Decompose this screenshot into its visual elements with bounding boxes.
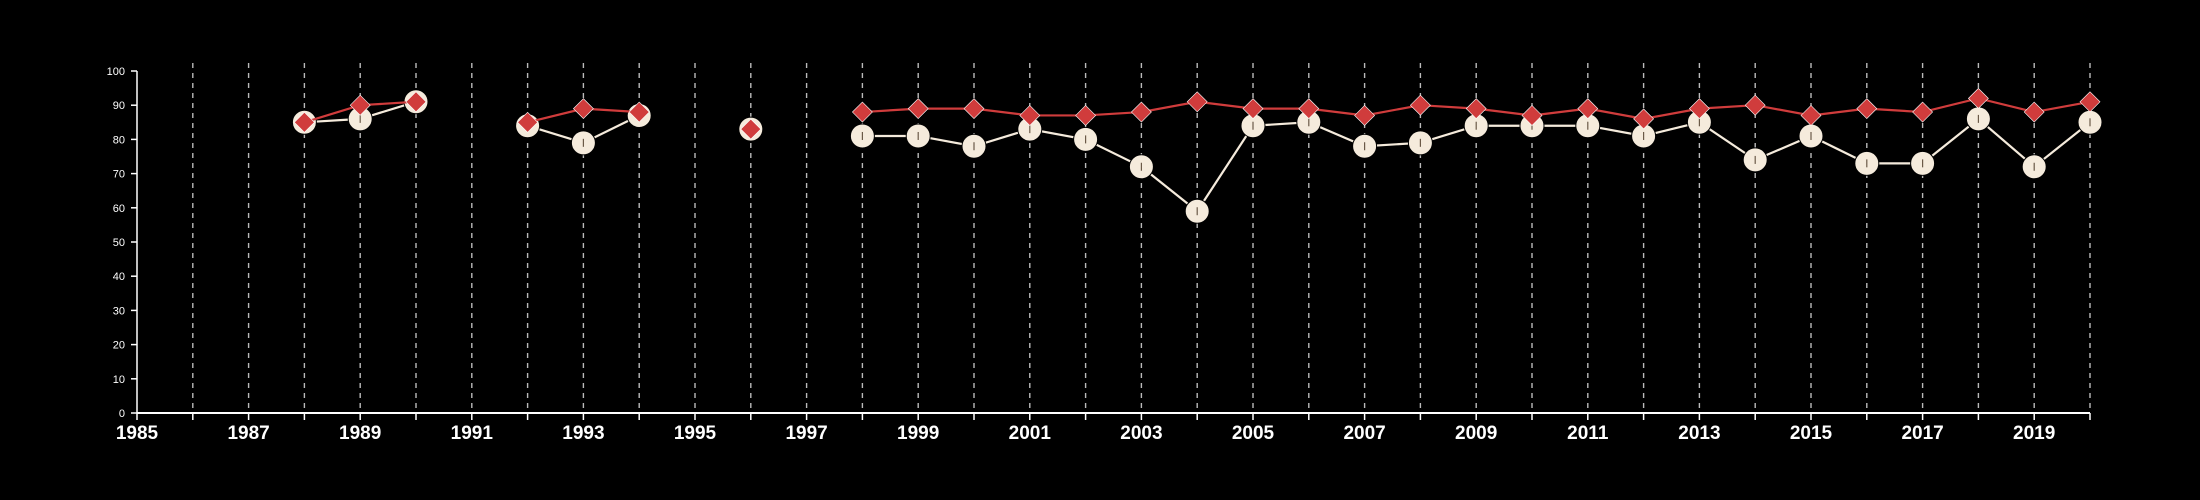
x-tick-label: 1997 (785, 423, 827, 444)
data-point-diamond (1186, 91, 1208, 113)
x-tick-label: 2007 (1343, 423, 1385, 444)
data-point-diamond (1633, 108, 1655, 130)
data-point-diamond (1856, 98, 1878, 120)
data-point-diamond (405, 91, 427, 113)
data-point-diamond (851, 101, 873, 123)
y-tick-label: 70 (113, 169, 125, 181)
y-tick-label: 30 (113, 305, 125, 317)
x-tick-label: 1993 (562, 423, 604, 444)
x-tick-label: 2005 (1232, 423, 1275, 444)
data-point-diamond (2023, 101, 2045, 123)
data-point-diamond (628, 101, 650, 123)
y-tick-label: 100 (107, 66, 125, 78)
data-point-diamond (1019, 105, 1041, 126)
data-point-diamond (1800, 105, 1822, 126)
x-tick-label: 1991 (451, 423, 494, 444)
x-tick-label: 1985 (116, 423, 159, 444)
x-tick-label: 2019 (2013, 423, 2055, 444)
y-tick-label: 60 (113, 203, 125, 215)
data-point-diamond (1242, 98, 1264, 120)
x-tick-label: 2013 (1678, 423, 1720, 444)
y-tick-label: 0 (119, 408, 125, 420)
data-point-diamond (1354, 105, 1376, 126)
y-tick-label: 50 (113, 237, 125, 249)
data-point-diamond (349, 94, 371, 116)
data-point-diamond (1298, 98, 1320, 120)
x-tick-label: 2017 (1901, 423, 1943, 444)
data-point-diamond (1967, 87, 1989, 109)
y-tick-label: 20 (113, 340, 125, 352)
x-tick-label: 2009 (1455, 423, 1497, 444)
y-tick-label: 10 (113, 374, 125, 386)
x-tick-label: 2011 (1567, 423, 1609, 444)
y-tick-label: 40 (113, 271, 125, 283)
x-tick-label: 1995 (674, 423, 717, 444)
data-point-diamond (1409, 94, 1431, 116)
data-point-diamond (517, 111, 539, 133)
data-point-diamond (963, 98, 985, 120)
data-point-diamond (1688, 98, 1710, 120)
series-layer (291, 87, 2103, 224)
data-point-diamond (293, 111, 315, 133)
data-point-diamond (740, 118, 762, 140)
data-point-diamond (1130, 101, 1152, 123)
data-point-diamond (2079, 91, 2101, 113)
grid-layer (192, 63, 2091, 413)
data-point-diamond (1577, 98, 1599, 120)
x-tick-label: 1989 (339, 423, 381, 444)
data-point-diamond (572, 98, 594, 120)
y-tick-label: 90 (113, 100, 125, 112)
x-tick-label: 2001 (1009, 423, 1052, 444)
data-point-diamond (1465, 98, 1487, 120)
data-point-diamond (1912, 101, 1934, 123)
data-point-diamond (1075, 105, 1097, 126)
data-point-diamond (1521, 105, 1543, 126)
axis-layer: 0 10 20 30 40 50 60 70 80 90 100 1985 1987 1989 1991 19… (107, 66, 2091, 444)
data-point-diamond (907, 98, 929, 120)
series-diamond (293, 87, 2101, 140)
x-tick-label: 2003 (1120, 423, 1162, 444)
y-tick-label: 80 (113, 134, 125, 146)
x-tick-label: 1999 (897, 423, 939, 444)
x-tick-label: 2015 (1790, 423, 1833, 444)
data-point-diamond (1744, 94, 1766, 116)
x-tick-label: 1987 (227, 423, 269, 444)
